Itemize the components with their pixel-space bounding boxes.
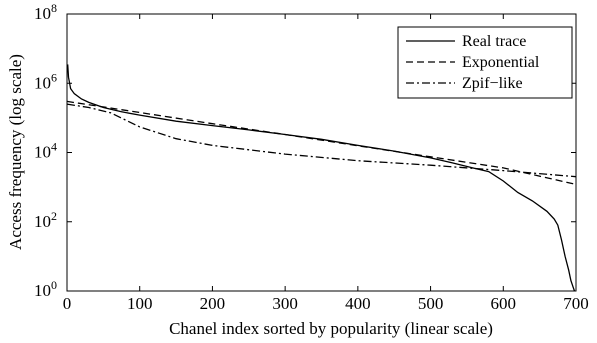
legend-box <box>397 26 573 99</box>
y-tick-label-2: 104 <box>34 140 57 162</box>
x-tick-label-4: 400 <box>345 294 371 313</box>
legend: Real trace Exponential Zpif−like <box>397 26 573 99</box>
series-line-0 <box>67 64 576 292</box>
x-tick-label-3: 300 <box>272 294 298 313</box>
x-tick-label-6: 600 <box>491 294 517 313</box>
axis-ticks: 0 100 200 300 400 500 600 700 100 102 104 106 108 <box>34 1 589 313</box>
y-axis-label: Access frequency (log scale) <box>6 54 25 250</box>
x-tick-label-5: 500 <box>418 294 444 313</box>
plot-frame <box>66 13 577 292</box>
series-line-1 <box>66 100 577 186</box>
y-tick-label-1: 102 <box>34 209 57 231</box>
x-axis-label: Chanel index sorted by popularity (linea… <box>169 319 493 338</box>
legend-label-0: Real trace <box>462 33 526 50</box>
x-tick-label-0: 0 <box>63 294 72 313</box>
legend-label-2: Zpif−like <box>462 75 523 92</box>
y-tick-label-4: 108 <box>34 1 57 23</box>
legend-label-1: Exponential <box>462 54 540 71</box>
y-tick-label-3: 106 <box>34 70 57 92</box>
x-tick-label-7: 700 <box>563 294 589 313</box>
series-lines <box>66 64 577 292</box>
x-tick-label-1: 100 <box>127 294 153 313</box>
x-tick-label-2: 200 <box>200 294 226 313</box>
y-tick-label-0: 100 <box>34 278 57 300</box>
series-line-2 <box>66 103 577 178</box>
